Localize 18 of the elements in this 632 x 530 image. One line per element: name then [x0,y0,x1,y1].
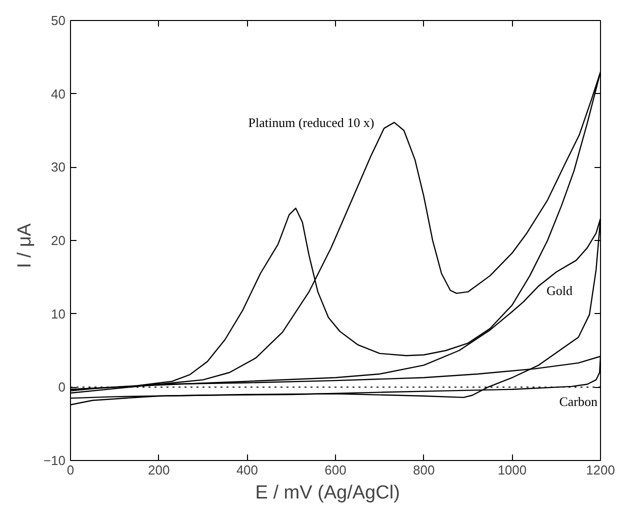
y-tick-label: 10 [51,306,66,322]
x-tick-label: 1200 [586,462,615,478]
x-tick-label: 600 [324,462,346,478]
x-tick-label: 800 [412,462,435,478]
series-label: Gold [546,283,573,298]
y-axis-title: I / μA [14,223,36,268]
y-tick-label: 20 [51,233,66,248]
x-tick-label: 200 [148,462,170,478]
series-label: Platinum (reduced 10 x) [248,114,374,130]
y-tick-label: 30 [51,160,66,175]
y-tick-label: −10 [43,453,66,468]
y-tick-label: 40 [51,86,66,102]
legend-label: Carbon [559,394,598,409]
x-tick-label: 400 [236,462,258,478]
y-tick-label: 0 [58,380,66,395]
x-tick-label: 1000 [498,462,527,478]
x-axis-title: E / mV (Ag/AgCl) [255,482,400,504]
y-tick-label: 50 [51,13,66,28]
